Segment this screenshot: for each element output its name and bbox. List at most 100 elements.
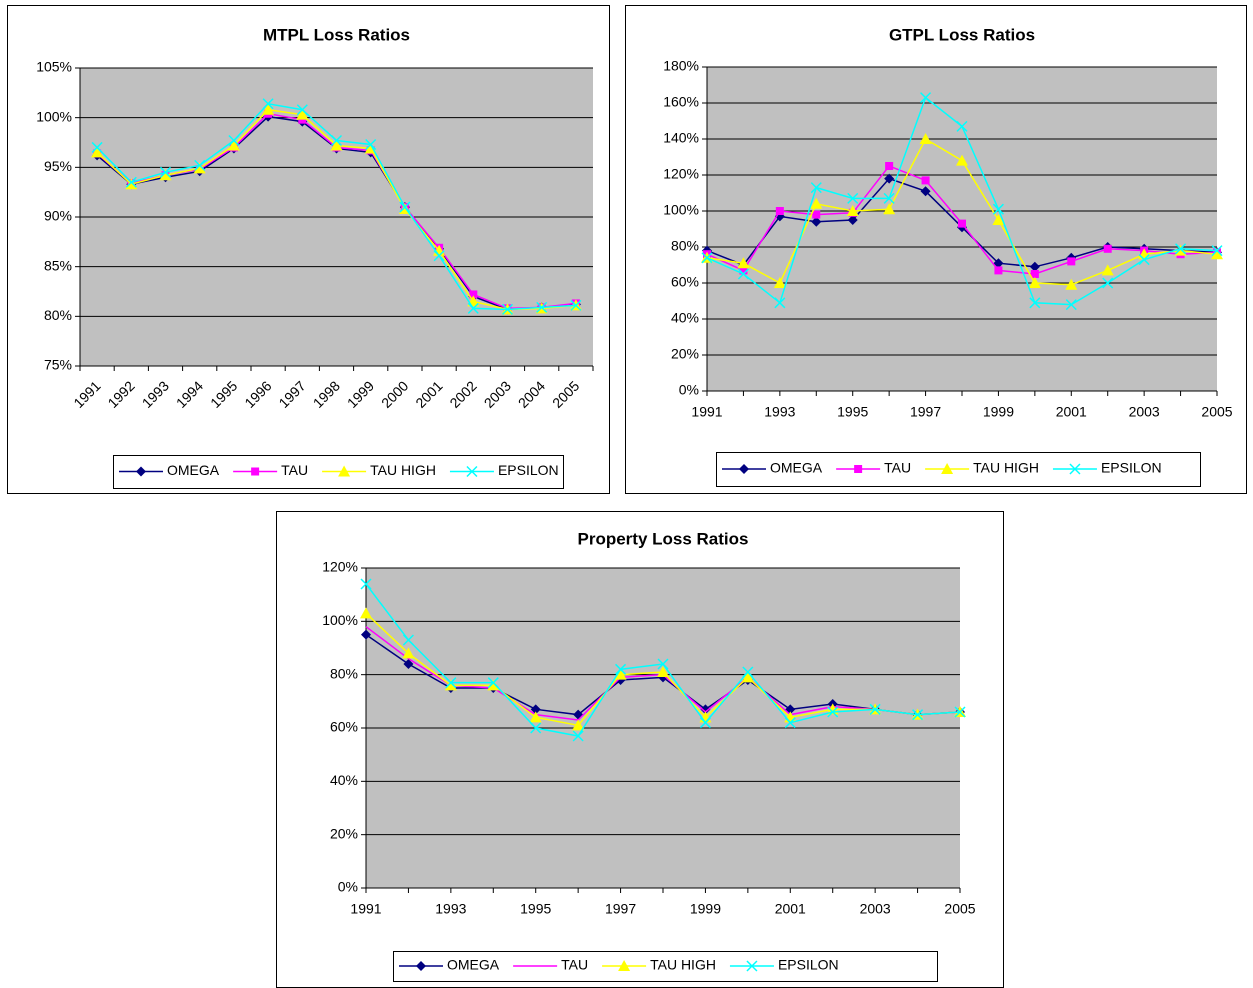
data-point [228, 134, 240, 147]
legend-label: TAU [561, 957, 588, 973]
data-point [1175, 243, 1187, 255]
x-tick-label: 2001 [1056, 404, 1087, 420]
y-tick-label: 120% [322, 559, 358, 575]
data-point [159, 169, 172, 181]
y-tick-label: 40% [330, 772, 358, 788]
y-tick-label: 80% [330, 665, 358, 681]
data-point [992, 214, 1005, 225]
data-point [193, 162, 206, 174]
legend-marker [746, 960, 758, 972]
data-point [296, 108, 309, 120]
data-point [445, 677, 457, 689]
x-tick-label: 2003 [860, 901, 891, 917]
data-point [1030, 270, 1039, 278]
data-point [570, 299, 582, 311]
legend-marker [739, 464, 749, 474]
data-point [487, 679, 500, 691]
data-point [1065, 299, 1077, 311]
data-point [883, 203, 896, 215]
y-tick-label: 60% [330, 719, 358, 735]
data-point [91, 141, 103, 153]
x-tick-label: 2005 [944, 901, 975, 917]
legend-label: TAU [884, 460, 911, 476]
data-point [810, 182, 822, 194]
data-point [91, 146, 104, 158]
data-point [883, 192, 895, 204]
data-point [1067, 257, 1076, 266]
legend-label: OMEGA [167, 462, 220, 478]
data-point [467, 302, 479, 314]
legend-label: EPSILON [1101, 460, 1162, 476]
data-point [847, 192, 859, 204]
data-point [921, 176, 930, 185]
data-point [1029, 297, 1041, 309]
data-point [657, 658, 669, 670]
data-point [262, 98, 274, 110]
data-point [227, 139, 240, 151]
y-tick-label: 40% [671, 310, 699, 326]
data-point [810, 197, 823, 209]
data-point [572, 719, 585, 731]
data-point [360, 578, 372, 590]
data-point [262, 103, 275, 115]
y-tick-label: 180% [663, 58, 699, 74]
x-tick-label: 1999 [983, 404, 1014, 420]
y-tick-label: 20% [330, 825, 358, 841]
data-point [775, 207, 784, 215]
y-tick-label: 20% [671, 346, 699, 362]
y-tick-label: 105% [36, 59, 72, 75]
data-point [296, 104, 308, 116]
x-tick-label: 1997 [605, 901, 636, 917]
data-point [399, 201, 411, 213]
data-point [614, 668, 627, 680]
x-tick-label: 1999 [690, 901, 721, 917]
x-tick-label: 2005 [1201, 404, 1232, 420]
data-point [846, 205, 859, 216]
y-tick-label: 80% [44, 307, 72, 323]
legend-marker [941, 463, 954, 474]
data-point [812, 210, 821, 219]
data-point [869, 703, 881, 715]
data-point [402, 647, 415, 659]
y-tick-label: 60% [671, 274, 699, 290]
data-point [615, 663, 627, 675]
data-point [330, 134, 343, 147]
legend-marker [251, 467, 260, 476]
y-tick-label: 100% [36, 108, 72, 124]
legend-label: TAU HIGH [973, 460, 1039, 476]
chart-title: GTPL Loss Ratios [889, 25, 1035, 44]
data-point [827, 706, 839, 718]
data-point [572, 730, 584, 742]
data-point [1138, 254, 1150, 266]
data-point [992, 203, 1004, 215]
data-point [330, 139, 343, 151]
legend-marker [618, 960, 631, 971]
data-point [956, 154, 968, 166]
legend-label: OMEGA [770, 460, 823, 476]
data-point [529, 711, 542, 723]
legend-label: TAU HIGH [650, 957, 716, 973]
y-tick-label: 90% [44, 208, 72, 224]
legend-label: TAU HIGH [370, 462, 436, 478]
data-point [501, 303, 514, 315]
legend-marker [136, 466, 146, 477]
data-point [530, 704, 541, 715]
data-point [701, 252, 713, 264]
chart-title: Property Loss Ratios [578, 529, 749, 548]
data-point [487, 677, 499, 689]
data-point [536, 301, 548, 313]
x-tick-label: 1997 [910, 404, 941, 420]
data-point [956, 120, 968, 132]
data-point [811, 216, 822, 227]
data-point [784, 717, 796, 729]
data-point [1101, 264, 1114, 276]
data-point [737, 268, 749, 280]
legend-label: EPSILON [498, 462, 559, 478]
data-point [361, 629, 371, 640]
legend-marker [1069, 463, 1081, 475]
data-point [773, 277, 786, 288]
chart: MTPL Loss Ratios75%80%85%90%95%100%105%1… [7, 5, 610, 494]
data-point [958, 219, 966, 228]
data-point [402, 634, 414, 646]
chart-title: MTPL Loss Ratios [263, 25, 410, 44]
